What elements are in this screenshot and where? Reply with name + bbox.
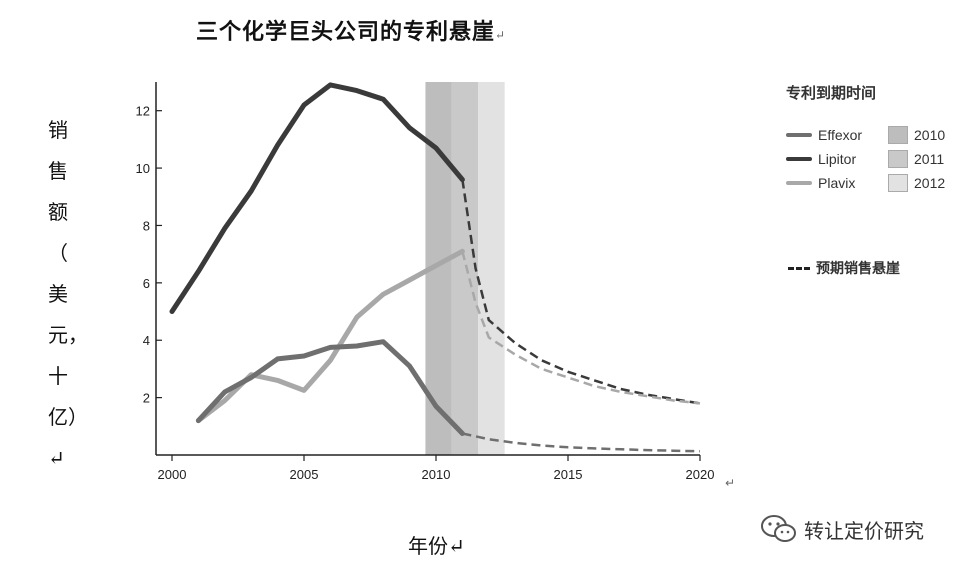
series-line-lipitor <box>169 82 465 314</box>
x-tick-label: 2010 <box>422 467 451 482</box>
expiry-bands <box>425 82 505 455</box>
chart-title: 三个化学巨头公司的专利悬崖↵ <box>196 14 506 46</box>
series-projected-effexor <box>462 432 701 453</box>
tick-labels: 2 4 6 8 10 12 2000 2005 2010 2015 2020 <box>136 104 715 482</box>
legend-projected-label: 预期销售悬崖 <box>816 260 900 276</box>
y-axis-label-char: 销 <box>48 118 68 142</box>
y-axis-label-char: 售 <box>48 159 68 183</box>
legend-row-plavix: Plavix 2012 <box>786 171 966 195</box>
y-axis-label-char: 美 <box>48 282 68 306</box>
series-line-plavix <box>195 248 465 424</box>
legend-box-2012 <box>888 174 908 192</box>
legend-title: 专利到期时间 <box>786 85 877 102</box>
y-tick-label: 10 <box>136 161 150 176</box>
legend-swatch-effexor <box>786 133 812 137</box>
y-tick-label: 2 <box>143 391 150 406</box>
x-tick-label: 2005 <box>290 467 319 482</box>
y-tick-label: 6 <box>143 276 150 291</box>
axes <box>155 82 701 461</box>
wechat-icon <box>761 515 796 542</box>
expiry-band-2012 <box>478 82 505 455</box>
expiry-band-2011 <box>451 82 479 455</box>
legend-year-2010: 2010 <box>914 127 946 143</box>
dashed-line-swatch <box>788 266 810 270</box>
legend-row-effexor: Effexor 2010 <box>786 123 966 147</box>
legend-label-effexor: Effexor <box>818 127 863 143</box>
y-tick-label: 12 <box>136 104 150 119</box>
legend-swatch-lipitor <box>786 157 812 161</box>
y-axis-label-char: 额 <box>48 200 68 224</box>
y-axis-label-char: （ <box>48 241 68 265</box>
legend-label-plavix: Plavix <box>818 175 856 191</box>
legend-year-2012: 2012 <box>914 175 946 191</box>
series-line-effexor <box>195 339 465 436</box>
legend-row-lipitor: Lipitor 2011 <box>786 147 966 171</box>
x-tick-label: 2015 <box>554 467 583 482</box>
x-axis-label: 年份↵ <box>408 534 465 558</box>
x-tick-label: 2020 <box>686 467 715 482</box>
y-axis-label-char: 亿）↵ <box>48 405 88 470</box>
y-tick-label: 8 <box>143 218 150 233</box>
y-tick-label: 4 <box>143 333 150 348</box>
legend-box-2011 <box>888 150 908 168</box>
paragraph-mark: ↵ <box>725 476 736 490</box>
legend: 专利到期时间 Effexor 2010 Lipitor 2011 Plavix … <box>786 82 966 195</box>
legend-box-2010 <box>888 126 908 144</box>
legend-projected: 预期销售悬崖 <box>788 258 900 278</box>
y-axis-label: 销售额 （ 美元， 十亿）↵ <box>48 110 96 479</box>
series-projected-lipitor <box>461 179 701 405</box>
chart-title-text: 三个化学巨头公司的专利悬崖 <box>196 19 496 45</box>
watermark: 转让定价研究 <box>760 514 924 544</box>
legend-label-lipitor: Lipitor <box>818 151 857 167</box>
y-axis-label-char: 元， <box>48 323 88 347</box>
series-projected-plavix <box>461 250 701 405</box>
legend-swatch-plavix <box>786 181 812 185</box>
legend-year-2011: 2011 <box>914 151 945 167</box>
watermark-text: 转让定价研究 <box>804 518 924 543</box>
paragraph-mark: ↵ <box>495 28 507 42</box>
x-tick-label: 2000 <box>158 467 187 482</box>
y-axis-label-char: 十 <box>48 364 68 388</box>
series-lines <box>169 82 701 453</box>
